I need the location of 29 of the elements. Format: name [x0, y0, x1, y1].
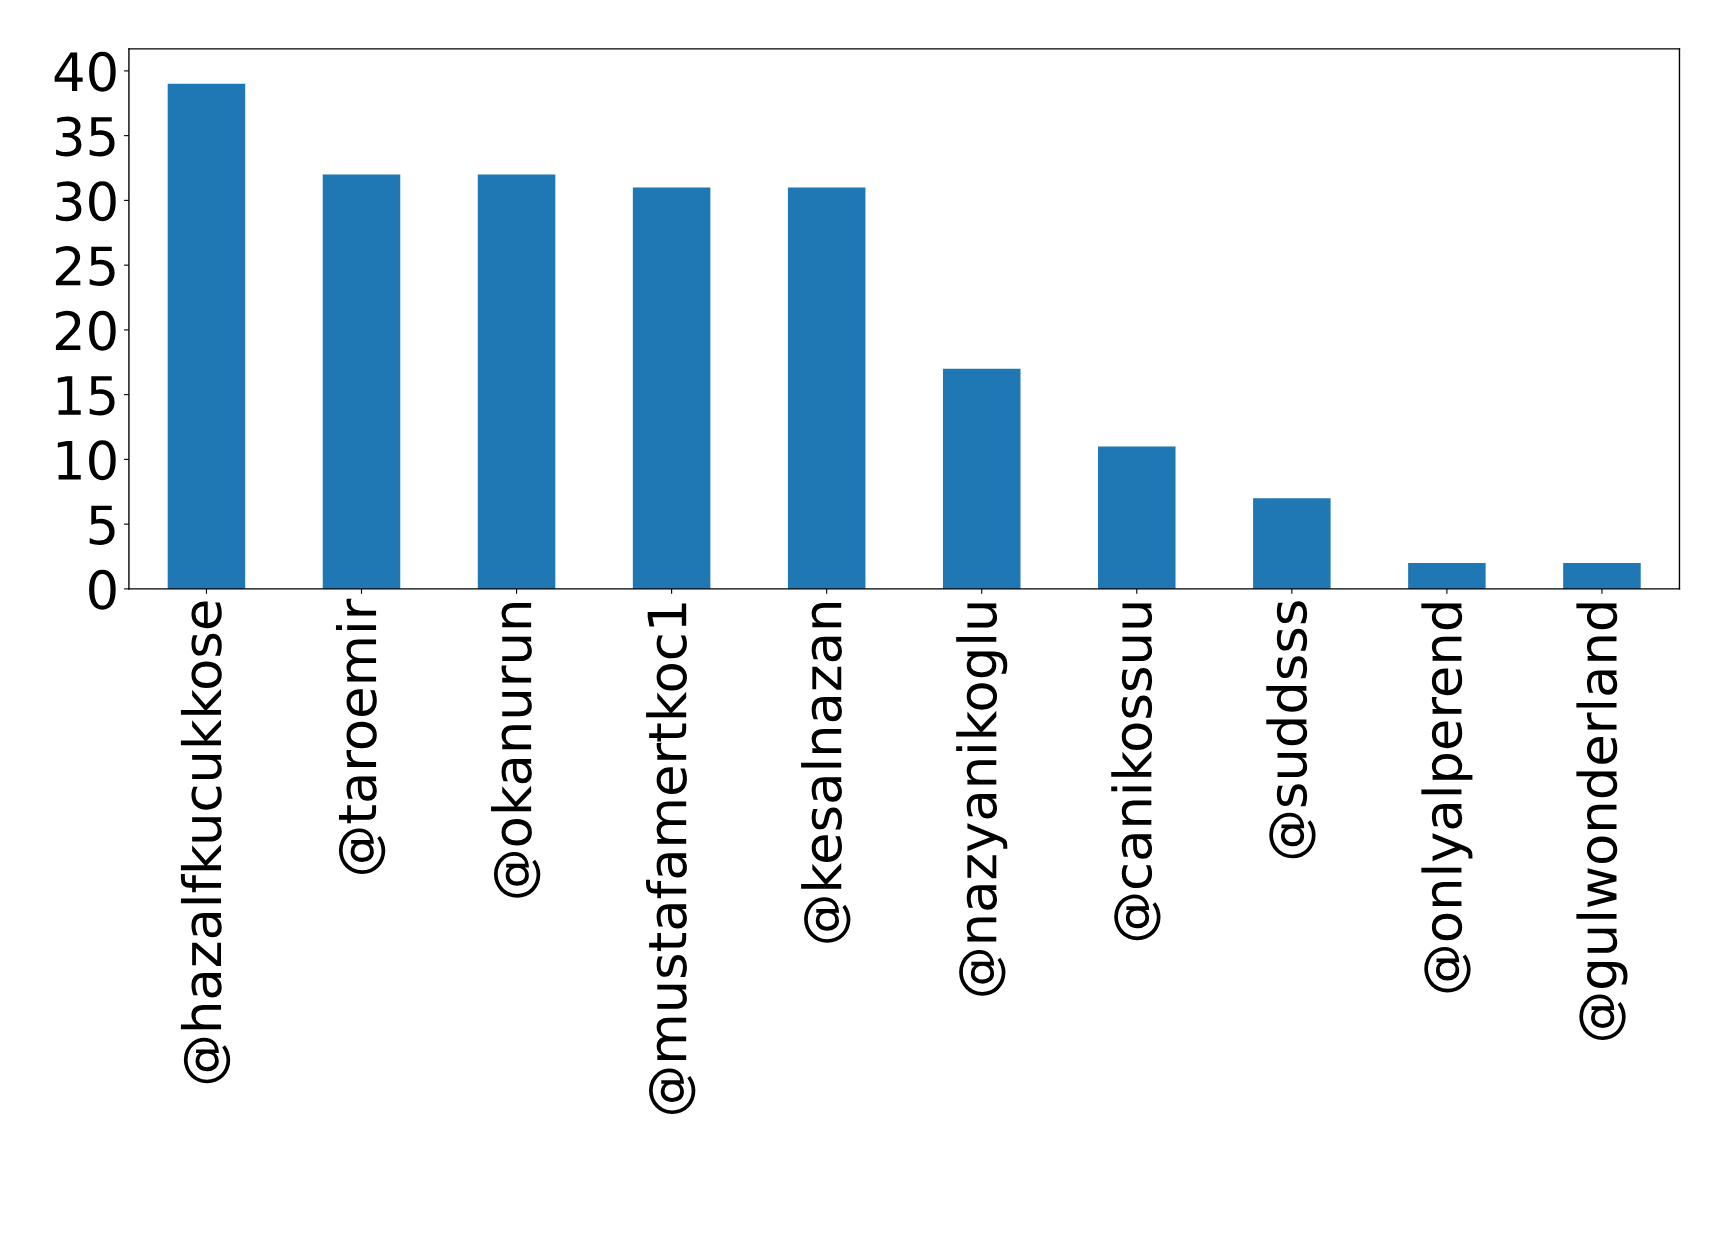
- x-tick-label: @okanurun: [491, 603, 541, 898]
- bar: [787, 187, 866, 589]
- bar: [632, 187, 711, 589]
- x-tick-label: @canikossuu: [1111, 603, 1161, 941]
- x-tick-label: @hazalfkucukkose: [180, 601, 231, 1084]
- y-tick-label: 5: [89, 505, 115, 545]
- y-tick-label: 0: [89, 569, 116, 610]
- bar: [1098, 446, 1176, 589]
- x-tick-label: @nazyanikoglu: [956, 603, 1008, 996]
- bar: [322, 174, 401, 589]
- bar: [942, 368, 1021, 589]
- x-tick-label: @mustafamertkoc1: [646, 603, 696, 1115]
- bar: [477, 174, 556, 589]
- y-tick-label: 35: [56, 116, 115, 157]
- x-tick-label: @gulwonderland: [1576, 603, 1628, 1041]
- x-tick-label: @suddsss: [1266, 601, 1316, 859]
- y-tick-label: 30: [56, 181, 116, 222]
- x-tick-label: @onlyalperend: [1421, 603, 1473, 993]
- bar: [167, 83, 246, 589]
- y-tick-label: 40: [54, 51, 116, 92]
- x-tick-label: @taroemir: [335, 598, 386, 875]
- y-tick-label: 25: [55, 246, 115, 286]
- y-tick-label: 15: [57, 376, 115, 416]
- bar: [1563, 563, 1641, 589]
- y-tick-label: 10: [57, 440, 116, 481]
- bar: [1408, 563, 1486, 589]
- x-tick-label: @kesalnazan: [801, 603, 851, 943]
- bar: [1253, 498, 1331, 589]
- y-tick-label: 20: [55, 310, 116, 351]
